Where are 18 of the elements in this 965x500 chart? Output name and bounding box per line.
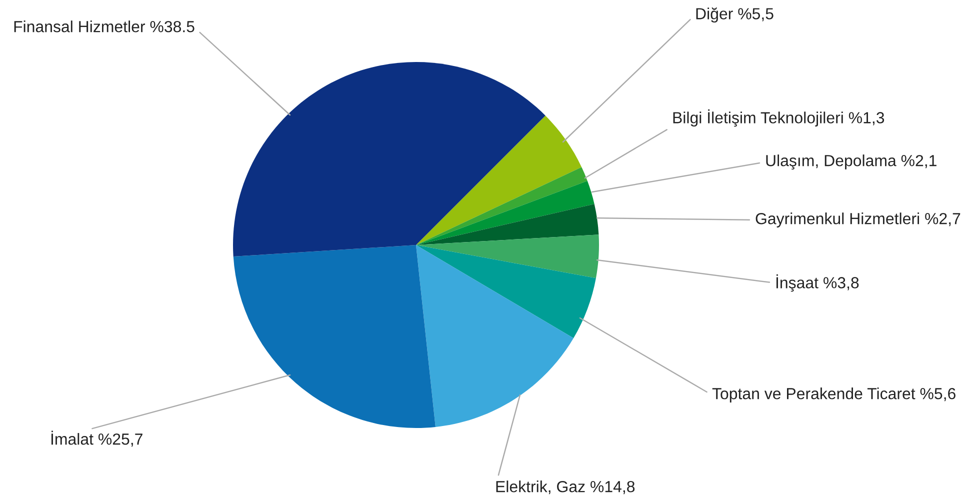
slice-label: Ulaşım, Depolama %2,1 bbox=[766, 154, 936, 170]
pie-slice bbox=[233, 62, 546, 256]
slice-label: İnşaat %3,8 bbox=[776, 274, 859, 292]
slice-label: İmalat %25,7 bbox=[51, 430, 142, 447]
pie-slice bbox=[416, 167, 588, 245]
slice-label: Toptan ve Perakende Ticaret %5,6 bbox=[712, 388, 956, 402]
pie-slice bbox=[416, 180, 594, 245]
slice-label: Bilgi İletişim Teknolojileri %1,3 bbox=[673, 109, 884, 127]
slice-label: Finansal Hizmetler %38.5 bbox=[14, 20, 194, 32]
pie-slice bbox=[416, 234, 599, 278]
pie-slice bbox=[416, 245, 596, 338]
pie-slice bbox=[233, 245, 436, 428]
slice-label: Gayrimenkul Hizmetleri %2,7 bbox=[756, 212, 960, 228]
slice-label: Elektrik, Gaz %14,8 bbox=[496, 480, 635, 494]
pie-slice bbox=[416, 116, 582, 245]
pie-slice bbox=[416, 245, 574, 427]
slice-label: Diğer %5,5 bbox=[696, 7, 774, 23]
pie-slice bbox=[416, 204, 599, 245]
